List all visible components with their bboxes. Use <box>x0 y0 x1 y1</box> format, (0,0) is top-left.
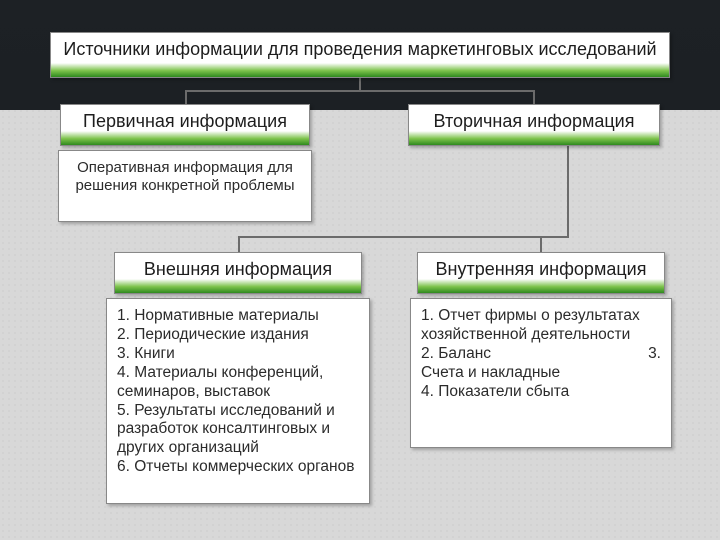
external-body: 1. Нормативные материалы 2. Периодически… <box>106 298 370 504</box>
list-item: 3. Книги <box>117 345 359 364</box>
primary-body: Оперативная информация для решения конкр… <box>58 150 312 222</box>
connector <box>185 90 535 92</box>
list-item: 4. Материалы конференций, семинаров, выс… <box>117 364 359 402</box>
connector <box>533 90 535 104</box>
connector <box>238 236 240 252</box>
external-node: Внешняя информация <box>114 252 362 294</box>
list-item: 2. Баланс 3. <box>421 345 661 364</box>
external-title: Внешняя информация <box>144 259 332 279</box>
root-title: Источники информации для проведения марк… <box>63 39 656 59</box>
connector <box>567 146 569 236</box>
connector <box>540 236 542 252</box>
connector <box>185 90 187 104</box>
internal-list: 1. Отчет фирмы о результатах хозяйственн… <box>421 307 661 402</box>
gradient-bar <box>409 131 659 145</box>
external-list: 1. Нормативные материалы 2. Периодически… <box>117 307 359 477</box>
connector <box>238 236 569 238</box>
gradient-bar <box>418 279 664 293</box>
gradient-bar <box>61 131 309 145</box>
gradient-bar <box>115 279 361 293</box>
root-node: Источники информации для проведения марк… <box>50 32 670 78</box>
secondary-node: Вторичная информация <box>408 104 660 146</box>
list-item: Счета и накладные <box>421 364 661 383</box>
connector <box>359 78 361 90</box>
secondary-title: Вторичная информация <box>434 111 635 131</box>
list-item: 5. Результаты исследований и разработок … <box>117 402 359 459</box>
list-item: 6. Отчеты коммерческих органов <box>117 458 359 477</box>
list-item: 4. Показатели сбыта <box>421 383 661 402</box>
primary-body-text: Оперативная информация для решения конкр… <box>75 159 294 194</box>
primary-title: Первичная информация <box>83 111 287 131</box>
gradient-bar <box>51 63 669 77</box>
list-item: 2. Периодические издания <box>117 326 359 345</box>
primary-node: Первичная информация <box>60 104 310 146</box>
list-item: 1. Нормативные материалы <box>117 307 359 326</box>
internal-body: 1. Отчет фирмы о результатах хозяйственн… <box>410 298 672 448</box>
internal-title: Внутренняя информация <box>436 259 647 279</box>
list-item: 1. Отчет фирмы о результатах хозяйственн… <box>421 307 661 345</box>
internal-node: Внутренняя информация <box>417 252 665 294</box>
